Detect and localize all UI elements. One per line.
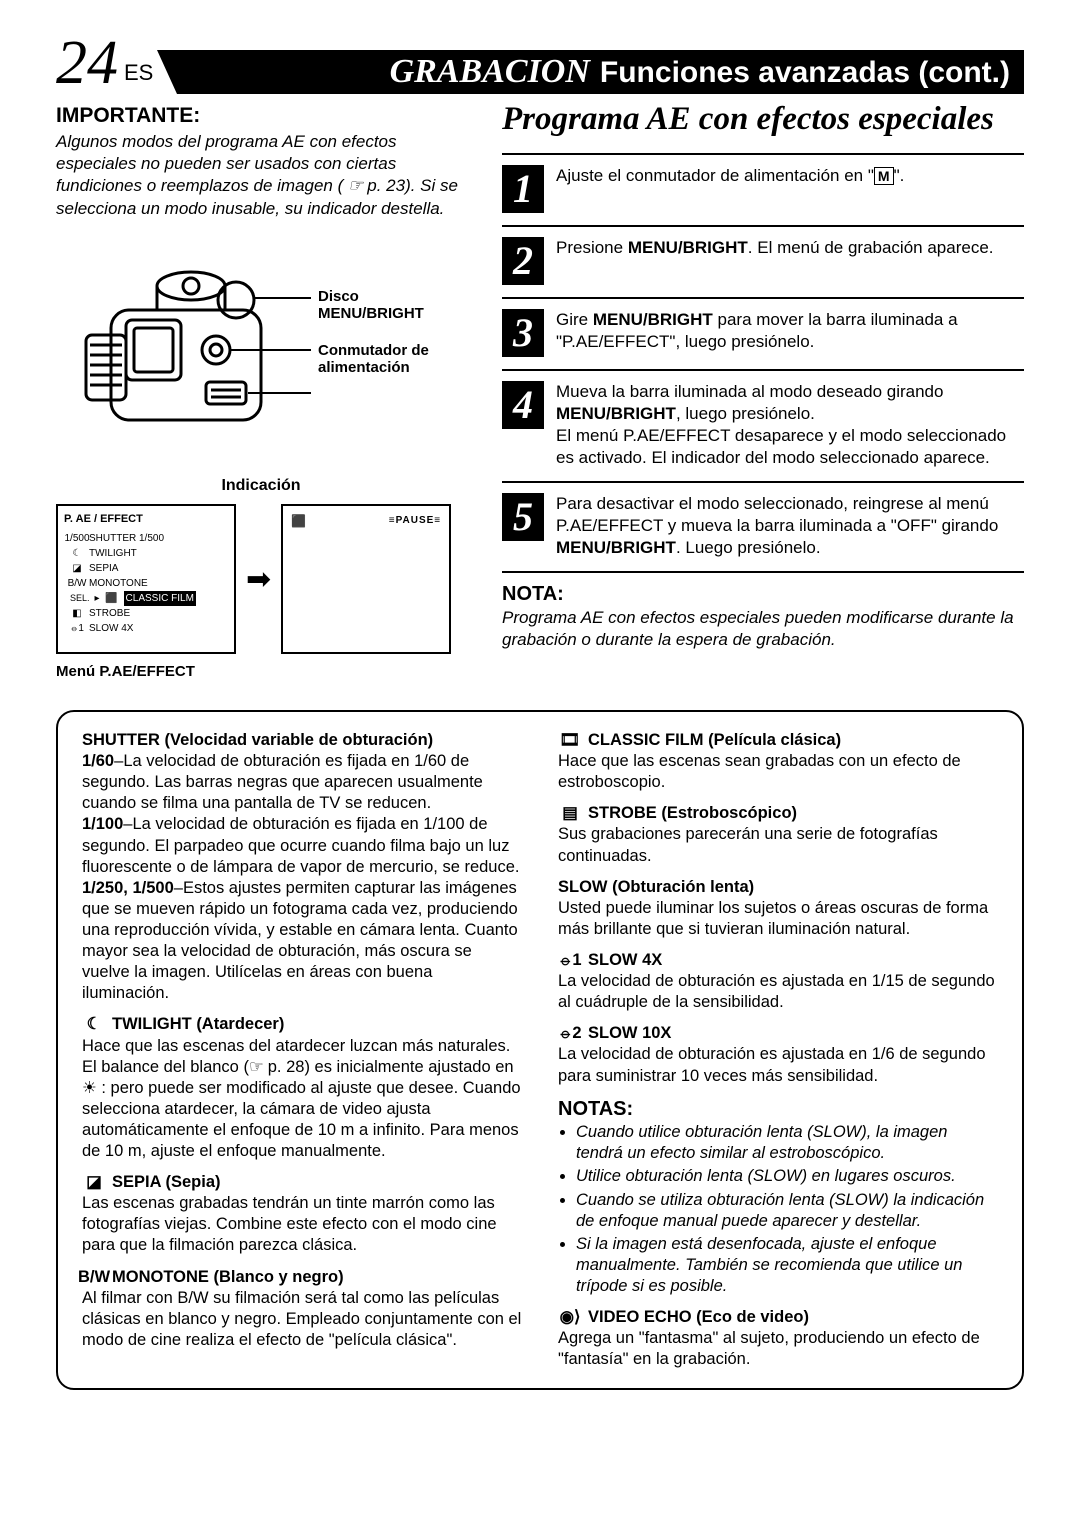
shutter-heading: SHUTTER (Velocidad variable de obturació…	[82, 730, 522, 751]
importante-body-1: Algunos modos del programa AE con efecto…	[56, 132, 397, 195]
step-body: Para desactivar el modo seleccionado, re…	[556, 493, 1024, 559]
importante-heading: IMPORTANTE:	[56, 102, 466, 129]
classic-heading: 🎞CLASSIC FILM (Película clásica)	[558, 730, 998, 751]
display-pause: ≡PAUSE≡	[389, 514, 441, 527]
nota-body: Programa AE con efectos especiales puede…	[502, 607, 1024, 651]
twilight-heading: ☾TWILIGHT (Atardecer)	[82, 1014, 522, 1035]
step-body: Ajuste el conmutador de alimentación en …	[556, 165, 1024, 213]
menu-title: P. AE / EFFECT	[64, 512, 228, 526]
sepia-body: Las escenas grabadas tendrán un tinte ma…	[82, 1193, 522, 1256]
menu-item-selected: SEL.▸⬛CLASSIC FILM	[70, 591, 228, 606]
step-2: 2 Presione MENU/BRIGHT. El menú de graba…	[502, 225, 1024, 297]
slow10x-body: La velocidad de obturación es ajustada e…	[558, 1044, 998, 1086]
menu-item: ⦵1SLOW 4X	[70, 621, 228, 636]
display-mode-icon: ⬛	[291, 514, 306, 530]
step-5: 5 Para desactivar el modo seleccionado, …	[502, 481, 1024, 573]
menu-item: B/WMONOTONE	[70, 576, 228, 591]
callout-conmutador: Conmutador de alimentación	[318, 342, 458, 377]
menu-caption: Menú P.AE/EFFECT	[56, 662, 466, 682]
step-number: 1	[502, 165, 544, 213]
step-body: Gire MENU/BRIGHT para mover la barra ilu…	[556, 309, 1024, 357]
effects-col-left: SHUTTER (Velocidad variable de obturació…	[82, 730, 522, 1370]
bw-icon: B/W	[82, 1268, 106, 1286]
strobe-icon: ▤	[558, 805, 582, 823]
notas-heading: NOTAS:	[558, 1097, 998, 1123]
slow-heading: SLOW (Obturación lenta)	[558, 877, 998, 898]
film-icon: 🎞	[558, 732, 582, 750]
notas-item: Si la imagen está desenfocada, ajuste el…	[576, 1234, 998, 1297]
nota-heading: NOTA:	[502, 581, 1024, 607]
strobe-body: Sus grabaciones parecerán una serie de f…	[558, 824, 998, 866]
page-header: 24 ES GRABACION Funciones avanzadas (con…	[56, 32, 1024, 94]
slow1-icon: ⦵1	[558, 952, 582, 970]
shutter-2: 1/100–La velocidad de obturación es fija…	[82, 814, 522, 877]
echo-heading: ◉⟩VIDEO ECHO (Eco de video)	[558, 1307, 998, 1328]
camera-svg	[56, 250, 316, 460]
mono-body: Al filmar con B/W su filmación será tal …	[82, 1288, 522, 1351]
step-1: 1 Ajuste el conmutador de alimentación e…	[502, 153, 1024, 225]
importante-body: Algunos modos del programa AE con efecto…	[56, 131, 466, 219]
strobe-heading: ▤STROBE (Estroboscópico)	[558, 803, 998, 824]
header-bar: GRABACION Funciones avanzadas (cont.)	[177, 50, 1024, 94]
slow10x-heading: ⦵2SLOW 10X	[558, 1023, 998, 1044]
header-title-italic: GRABACION	[390, 50, 590, 94]
page-lang: ES	[124, 59, 153, 88]
menu-list: 1/500SHUTTER 1/500 ☾TWILIGHT ◪SEPIA B/WM…	[70, 531, 228, 636]
step-body: Mueva la barra iluminada al modo deseado…	[556, 381, 1024, 469]
menu-row: P. AE / EFFECT 1/500SHUTTER 1/500 ☾TWILI…	[56, 504, 466, 654]
slow4x-heading: ⦵1SLOW 4X	[558, 950, 998, 971]
notas-item: Cuando se utiliza obturación lenta (SLOW…	[576, 1190, 998, 1232]
shutter-1: 1/60–La velocidad de obturación es fijad…	[82, 751, 522, 814]
shutter-3: 1/250, 1/500–Estos ajustes permiten capt…	[82, 878, 522, 1005]
menu-item: ◧STROBE	[70, 606, 228, 621]
effects-col-right: 🎞CLASSIC FILM (Película clásica) Hace qu…	[558, 730, 998, 1370]
display-box: ⬛ ≡PAUSE≡	[281, 504, 451, 654]
effects-box: SHUTTER (Velocidad variable de obturació…	[56, 710, 1024, 1390]
menu-item: ☾TWILIGHT	[70, 546, 228, 561]
slow2-icon: ⦵2	[558, 1025, 582, 1043]
page-ref-icon: ☞ p. 23	[348, 175, 405, 197]
step-number: 3	[502, 309, 544, 357]
menu-item: 1/500SHUTTER 1/500	[70, 531, 228, 546]
slow4x-body: La velocidad de obturación es ajustada e…	[558, 971, 998, 1013]
echo-body: Agrega un "fantasma" al sujeto, producie…	[558, 1328, 998, 1370]
step-number: 4	[502, 381, 544, 429]
page-number: 24	[56, 32, 118, 94]
sun-icon: ☀	[82, 1079, 97, 1097]
step-4: 4 Mueva la barra iluminada al modo desea…	[502, 369, 1024, 481]
twilight-body: Hace que las escenas del atardecer luzca…	[82, 1036, 522, 1163]
notas-item: Cuando utilice obturación lenta (SLOW), …	[576, 1122, 998, 1164]
notas-item: Utilice obturación lenta (SLOW) en lugar…	[576, 1166, 998, 1187]
program-title: Programa AE con efectos especiales	[502, 102, 1024, 137]
menu-box: P. AE / EFFECT 1/500SHUTTER 1/500 ☾TWILI…	[56, 504, 236, 654]
camera-illustration: Disco MENU/BRIGHT Conmutador de alimenta…	[56, 250, 466, 470]
arrow-icon: ➡	[246, 560, 271, 599]
step-3: 3 Gire MENU/BRIGHT para mover la barra i…	[502, 297, 1024, 369]
step-body: Presione MENU/BRIGHT. El menú de grabaci…	[556, 237, 1024, 285]
notas-list: Cuando utilice obturación lenta (SLOW), …	[576, 1122, 998, 1297]
menu-item: ◪SEPIA	[70, 561, 228, 576]
step-number: 5	[502, 493, 544, 541]
indicacion-label: Indicación	[56, 476, 466, 497]
step-number: 2	[502, 237, 544, 285]
moon-icon: ☾	[82, 1016, 106, 1034]
classic-body: Hace que las escenas sean grabadas con u…	[558, 751, 998, 793]
header-title-rest: Funciones avanzadas (cont.)	[600, 53, 1010, 92]
echo-icon: ◉⟩	[558, 1309, 582, 1327]
sepia-icon: ◪	[82, 1174, 106, 1192]
sepia-heading: ◪SEPIA (Sepia)	[82, 1172, 522, 1193]
mono-heading: B/WMONOTONE (Blanco y negro)	[82, 1267, 522, 1288]
m-icon: M	[874, 167, 894, 185]
slow-body: Usted puede iluminar los sujetos o áreas…	[558, 898, 998, 940]
callout-disco: Disco MENU/BRIGHT	[318, 288, 424, 323]
